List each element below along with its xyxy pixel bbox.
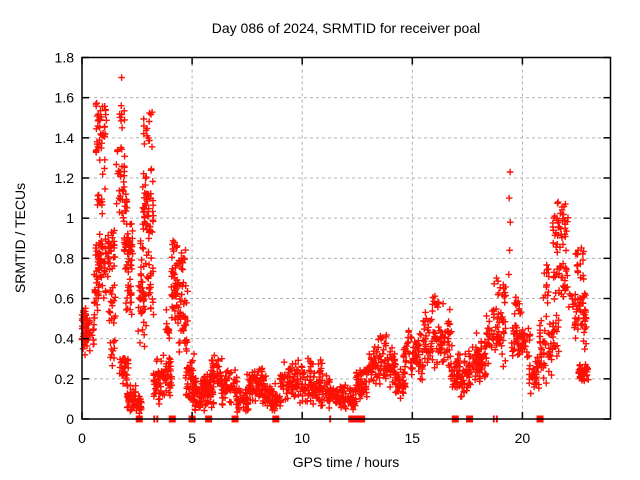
x-tick-label: 15 bbox=[405, 430, 421, 446]
y-tick-label: 0.2 bbox=[55, 371, 75, 387]
axis-tick-labels: 0 5 10 15 20 0 0.2 0.4 0.6 0.8 1 1.2 1.4 1.6 1.8 bbox=[55, 50, 531, 447]
y-tick-label: 0.8 bbox=[55, 250, 75, 266]
scatter-points bbox=[78, 74, 592, 417]
y-axis-label: SRMTID / TECUs bbox=[12, 183, 28, 293]
y-tick-label: 0.6 bbox=[55, 291, 75, 307]
x-tick-label: 5 bbox=[188, 430, 196, 446]
x-axis-label: GPS time / hours bbox=[293, 454, 400, 470]
y-tick-label: 1.2 bbox=[55, 170, 75, 186]
y-tick-label: 1 bbox=[66, 210, 74, 226]
data-point-markers bbox=[78, 74, 592, 417]
y-tick-label: 1.8 bbox=[55, 50, 75, 66]
chart-title: Day 086 of 2024, SRMTID for receiver poa… bbox=[212, 20, 480, 36]
plot-border bbox=[81, 56, 612, 420]
x-tick-label: 0 bbox=[78, 430, 86, 446]
grid-lines bbox=[82, 57, 611, 419]
axis-ticks bbox=[81, 56, 611, 420]
y-tick-label: 1.4 bbox=[55, 130, 75, 146]
y-tick-label: 0 bbox=[66, 411, 74, 427]
x-tick-label: 10 bbox=[294, 430, 310, 446]
plot-border-rect bbox=[81, 56, 612, 420]
y-tick-label: 1.6 bbox=[55, 90, 75, 106]
x-tick-label: 20 bbox=[515, 430, 531, 446]
y-tick-label: 0.4 bbox=[55, 331, 75, 347]
